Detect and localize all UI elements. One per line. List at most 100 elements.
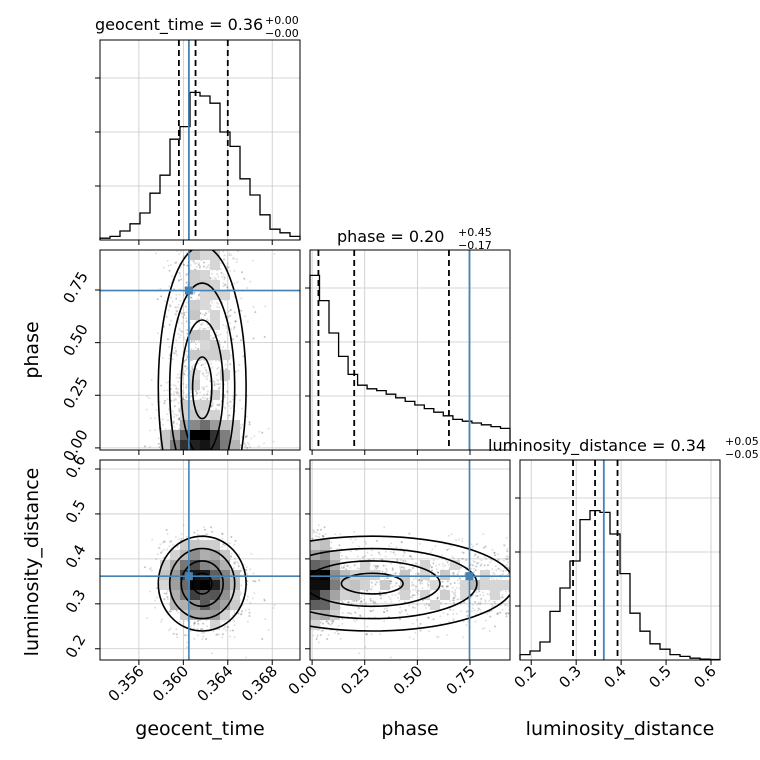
sample-point bbox=[189, 625, 192, 628]
sample-point bbox=[186, 641, 189, 644]
sample-point bbox=[233, 561, 236, 564]
sample-point bbox=[230, 308, 232, 311]
sample-point bbox=[177, 321, 180, 324]
sample-point bbox=[222, 273, 225, 276]
contour-line bbox=[168, 282, 236, 450]
sample-point bbox=[218, 633, 221, 636]
sample-point bbox=[229, 314, 232, 317]
sample-point bbox=[175, 339, 178, 342]
sample-point bbox=[199, 327, 201, 330]
sample-point bbox=[174, 306, 177, 309]
sample-point bbox=[198, 340, 201, 343]
sample-point bbox=[148, 568, 151, 571]
sample-point bbox=[226, 390, 229, 393]
sample-point bbox=[245, 566, 248, 569]
sample-point bbox=[182, 383, 185, 385]
sample-point bbox=[160, 550, 163, 553]
sample-point bbox=[173, 352, 176, 355]
sample-point bbox=[183, 620, 185, 623]
sample-point bbox=[186, 273, 189, 276]
sample-point bbox=[167, 309, 170, 312]
sample-point bbox=[186, 273, 189, 276]
sample-point bbox=[258, 579, 261, 582]
sample-point bbox=[229, 363, 232, 366]
sample-point bbox=[174, 313, 177, 316]
sample-point bbox=[178, 293, 181, 296]
density-cell bbox=[230, 430, 240, 440]
sample-point bbox=[233, 326, 236, 329]
sample-point bbox=[263, 599, 266, 602]
panel-2d-geocent_time-luminosity_distance bbox=[100, 460, 300, 660]
sample-point bbox=[233, 282, 236, 285]
sample-point bbox=[212, 630, 215, 633]
sample-point bbox=[180, 533, 183, 536]
sample-point bbox=[202, 526, 205, 529]
sample-point bbox=[229, 322, 232, 325]
sample-point bbox=[173, 398, 176, 400]
density-cell bbox=[200, 350, 210, 360]
sample-point bbox=[174, 346, 176, 349]
sample-point bbox=[229, 354, 232, 357]
sample-point bbox=[232, 395, 235, 398]
sample-point bbox=[237, 369, 240, 372]
sample-point bbox=[205, 369, 208, 372]
sample-point bbox=[179, 329, 182, 332]
density-cell bbox=[200, 400, 210, 410]
sample-point bbox=[212, 380, 215, 383]
sample-point bbox=[206, 393, 209, 396]
sample-point bbox=[221, 532, 224, 535]
sample-point bbox=[248, 615, 251, 617]
sample-point bbox=[183, 373, 186, 376]
sample-point bbox=[234, 539, 237, 542]
sample-point bbox=[216, 633, 219, 636]
sample-point bbox=[185, 301, 188, 304]
sample-point bbox=[149, 429, 152, 432]
sample-point bbox=[207, 373, 210, 376]
sample-point bbox=[219, 382, 222, 385]
sample-point bbox=[215, 408, 218, 411]
sample-point bbox=[170, 319, 173, 322]
sample-point bbox=[237, 565, 240, 568]
sample-point bbox=[231, 629, 234, 632]
sample-point bbox=[267, 629, 270, 631]
sample-point bbox=[248, 423, 251, 426]
sample-point bbox=[205, 638, 207, 640]
sample-point bbox=[162, 423, 164, 426]
sample-point bbox=[175, 387, 177, 390]
sample-point bbox=[175, 313, 178, 316]
sample-point bbox=[185, 251, 188, 254]
sample-point bbox=[223, 276, 226, 279]
sample-point bbox=[242, 355, 245, 358]
sample-point bbox=[222, 285, 225, 288]
sample-point bbox=[149, 417, 152, 420]
sample-point bbox=[229, 269, 232, 272]
sample-point bbox=[151, 403, 154, 406]
sample-point bbox=[177, 306, 179, 309]
sample-point bbox=[168, 346, 171, 349]
sample-point bbox=[253, 435, 256, 438]
sample-point bbox=[224, 363, 227, 366]
sample-point bbox=[148, 397, 151, 400]
density-cell bbox=[200, 330, 210, 340]
sample-point bbox=[225, 325, 228, 327]
sample-point bbox=[228, 252, 231, 255]
sample-point bbox=[248, 611, 251, 614]
contour-line bbox=[191, 356, 213, 420]
sample-point bbox=[175, 414, 178, 417]
density-cell bbox=[210, 340, 220, 350]
sample-point bbox=[211, 652, 214, 655]
sample-point bbox=[254, 311, 257, 314]
sample-point bbox=[206, 378, 209, 381]
sample-point bbox=[166, 259, 169, 262]
sample-point bbox=[178, 418, 181, 421]
sample-point bbox=[151, 538, 154, 541]
sample-point bbox=[228, 414, 231, 417]
sample-point bbox=[226, 331, 228, 334]
sample-point bbox=[227, 626, 230, 629]
sample-point bbox=[263, 598, 266, 601]
sample-point bbox=[195, 262, 198, 265]
sample-point bbox=[148, 445, 151, 448]
sample-point bbox=[182, 391, 185, 394]
sample-point bbox=[177, 544, 180, 547]
sample-point bbox=[200, 323, 203, 326]
